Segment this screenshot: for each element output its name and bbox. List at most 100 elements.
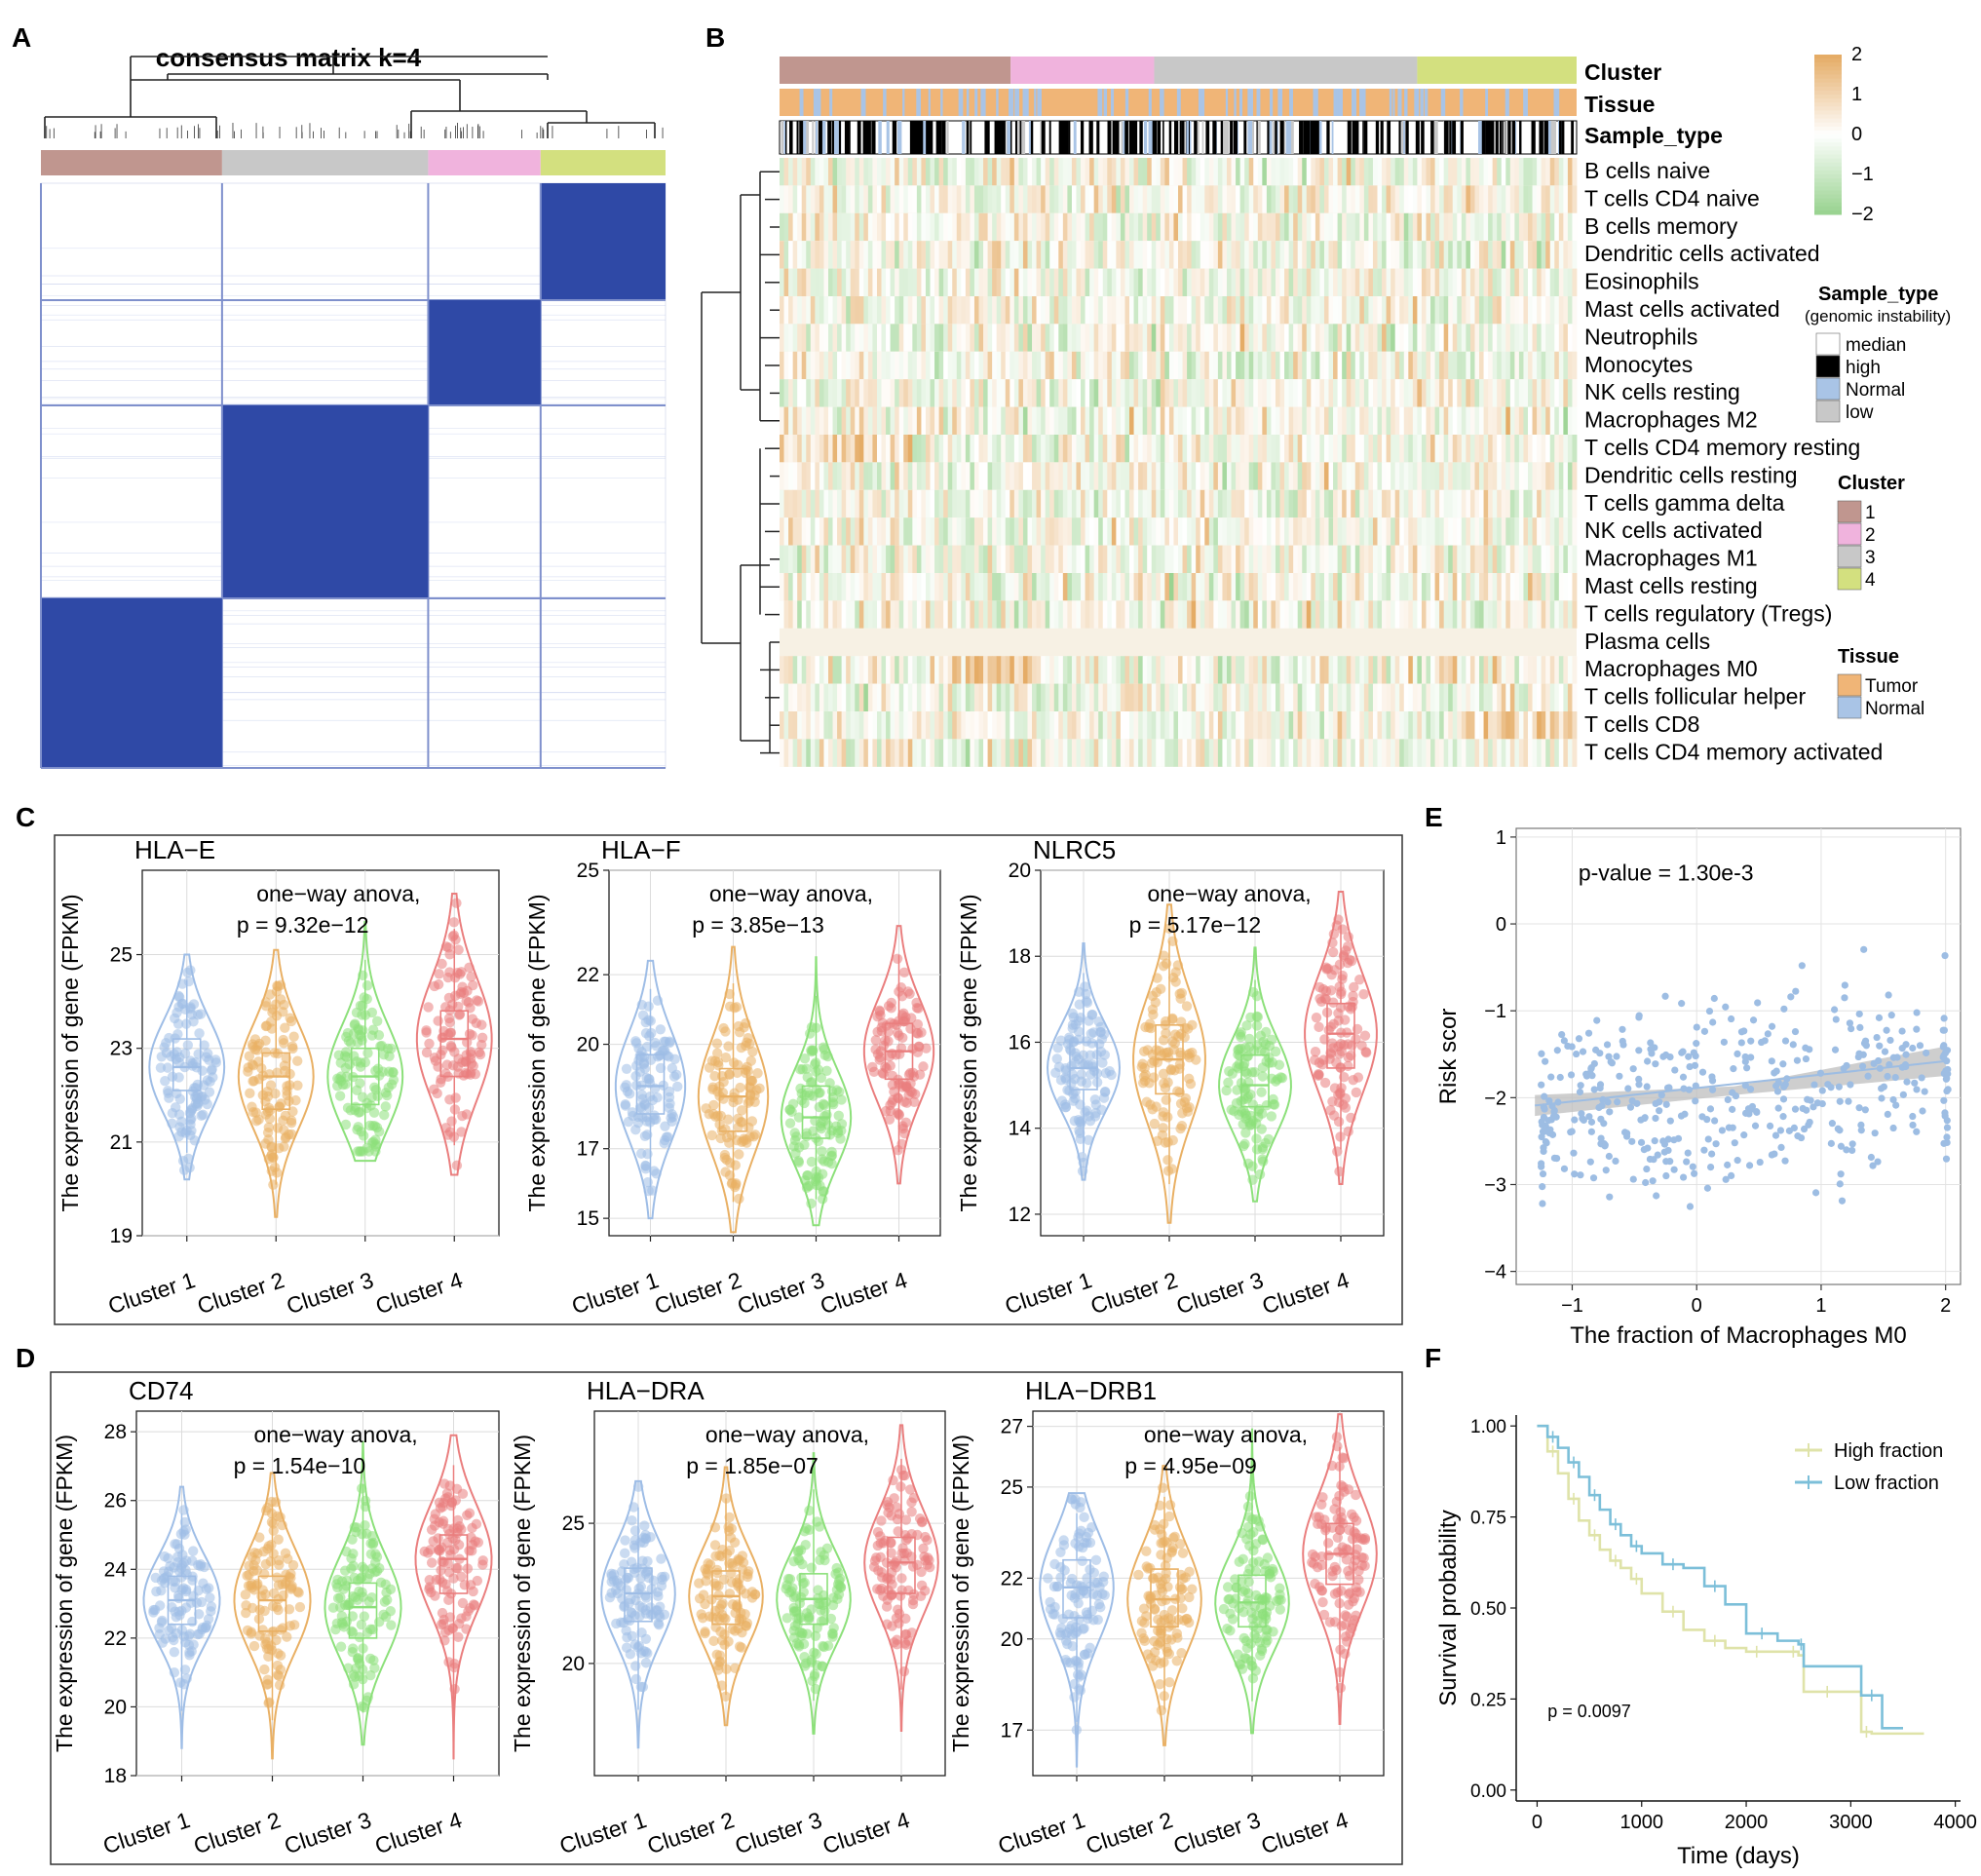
heatmap-cell	[1469, 379, 1475, 407]
heatmap-cell	[996, 517, 1002, 546]
heatmap-cell	[832, 296, 838, 325]
sample-type-tick	[1306, 121, 1311, 154]
heatmap-cell	[1492, 379, 1498, 407]
heatmap-cell	[1111, 517, 1117, 546]
heatmap-cell	[1001, 158, 1007, 186]
heatmap-cell	[1085, 489, 1090, 518]
heatmap-cell	[965, 158, 971, 186]
tissue-normal-tick	[1338, 89, 1343, 116]
heatmap-cell	[898, 351, 904, 380]
heatmap-cell	[810, 683, 816, 711]
heatmap-cell	[1359, 406, 1365, 435]
heatmap-cell	[1257, 462, 1263, 490]
heatmap-cell	[783, 212, 789, 242]
heatmap-cell	[987, 296, 993, 325]
heatmap-cell	[1346, 406, 1352, 435]
heatmap-cell	[881, 489, 887, 518]
heatmap-cell	[780, 296, 784, 325]
heatmap-cell	[1528, 406, 1533, 435]
heatmap-cell	[1479, 545, 1484, 573]
heatmap-cell	[1363, 739, 1369, 767]
heatmap-cell	[996, 656, 1002, 684]
heatmap-cell	[1417, 268, 1423, 296]
heatmap-cell	[973, 351, 979, 380]
data-point	[362, 980, 373, 991]
heatmap-cell	[1412, 462, 1418, 490]
heatmap-cell	[1208, 185, 1214, 213]
heatmap-cell	[1537, 656, 1543, 684]
heatmap-cell	[1253, 158, 1259, 186]
heatmap-cell	[1120, 600, 1125, 629]
heatmap-cell	[1426, 739, 1431, 767]
heatmap-cell	[1541, 739, 1546, 767]
heatmap-cell	[780, 406, 784, 435]
heatmap-cell	[1342, 268, 1348, 296]
heatmap-cell	[1434, 351, 1440, 380]
heatmap-cell	[973, 656, 979, 684]
data-point	[185, 965, 196, 976]
heatmap-cell	[1160, 656, 1165, 684]
heatmap-cell	[1022, 185, 1028, 213]
heatmap-cell	[867, 212, 873, 242]
heatmap-cell	[1005, 351, 1010, 380]
heatmap-cell	[1346, 739, 1352, 767]
heatmap-cell	[1501, 158, 1506, 186]
heatmap-cell	[1142, 296, 1148, 325]
heatmap-cell	[961, 683, 967, 711]
heatmap-cell	[1010, 517, 1015, 546]
heatmap-cell	[858, 489, 864, 518]
heatmap-cell	[1239, 435, 1245, 463]
heatmap-cell	[846, 351, 852, 380]
heatmap-cell	[1554, 296, 1560, 325]
row-label: NK cells resting	[1584, 379, 1740, 404]
heatmap-cell	[792, 739, 798, 767]
heatmap-cell	[1253, 241, 1259, 269]
heatmap-cell	[907, 739, 913, 767]
heatmap-cell	[1208, 351, 1214, 380]
heatmap-cell	[1549, 379, 1555, 407]
heatmap-cell	[987, 212, 993, 242]
heatmap-cell	[1168, 212, 1174, 242]
heatmap-cell	[996, 545, 1002, 573]
heatmap-cell	[1262, 656, 1268, 684]
heatmap-cell	[1439, 683, 1445, 711]
heatmap-cell	[978, 379, 984, 407]
heatmap-cell	[1036, 711, 1042, 740]
heatmap-cell	[1328, 489, 1334, 518]
heatmap-cell	[1018, 573, 1024, 601]
heatmap-cell	[1363, 268, 1369, 296]
heatmap-cell	[1372, 324, 1378, 352]
heatmap-cell	[1111, 683, 1117, 711]
heatmap-cell	[925, 656, 931, 684]
heatmap-cell	[970, 379, 975, 407]
heatmap-cell	[1497, 435, 1503, 463]
heatmap-cell	[1076, 462, 1082, 490]
heatmap-cell	[1372, 158, 1378, 186]
heatmap-cell	[1005, 185, 1010, 213]
heatmap-cell	[921, 739, 927, 767]
heatmap-cell	[1408, 158, 1414, 186]
heatmap-cell	[1306, 296, 1312, 325]
heatmap-cell	[1045, 158, 1050, 186]
heatmap-cell	[1271, 185, 1276, 213]
heatmap-cell	[1041, 600, 1047, 629]
heatmap-cell	[1288, 185, 1294, 213]
heatmap-cell	[1293, 545, 1299, 573]
heatmap-cell	[1093, 212, 1099, 242]
heatmap-cell	[1572, 517, 1578, 546]
heatmap-cell	[1314, 406, 1320, 435]
heatmap-cell	[1430, 185, 1435, 213]
heatmap-cell	[1058, 158, 1064, 186]
heatmap-cell	[1448, 517, 1454, 546]
data-point	[630, 1038, 642, 1049]
heatmap-cell	[1120, 406, 1125, 435]
heatmap-cell	[1279, 435, 1285, 463]
row-label: B cells naive	[1584, 158, 1710, 183]
heatmap-cell	[1541, 600, 1546, 629]
heatmap-cell	[898, 185, 904, 213]
heatmap-cell	[1036, 324, 1042, 352]
heatmap-cell	[1010, 711, 1015, 740]
heatmap-cell	[1505, 545, 1511, 573]
heatmap-cell	[1244, 545, 1250, 573]
heatmap-cell	[1368, 462, 1374, 490]
